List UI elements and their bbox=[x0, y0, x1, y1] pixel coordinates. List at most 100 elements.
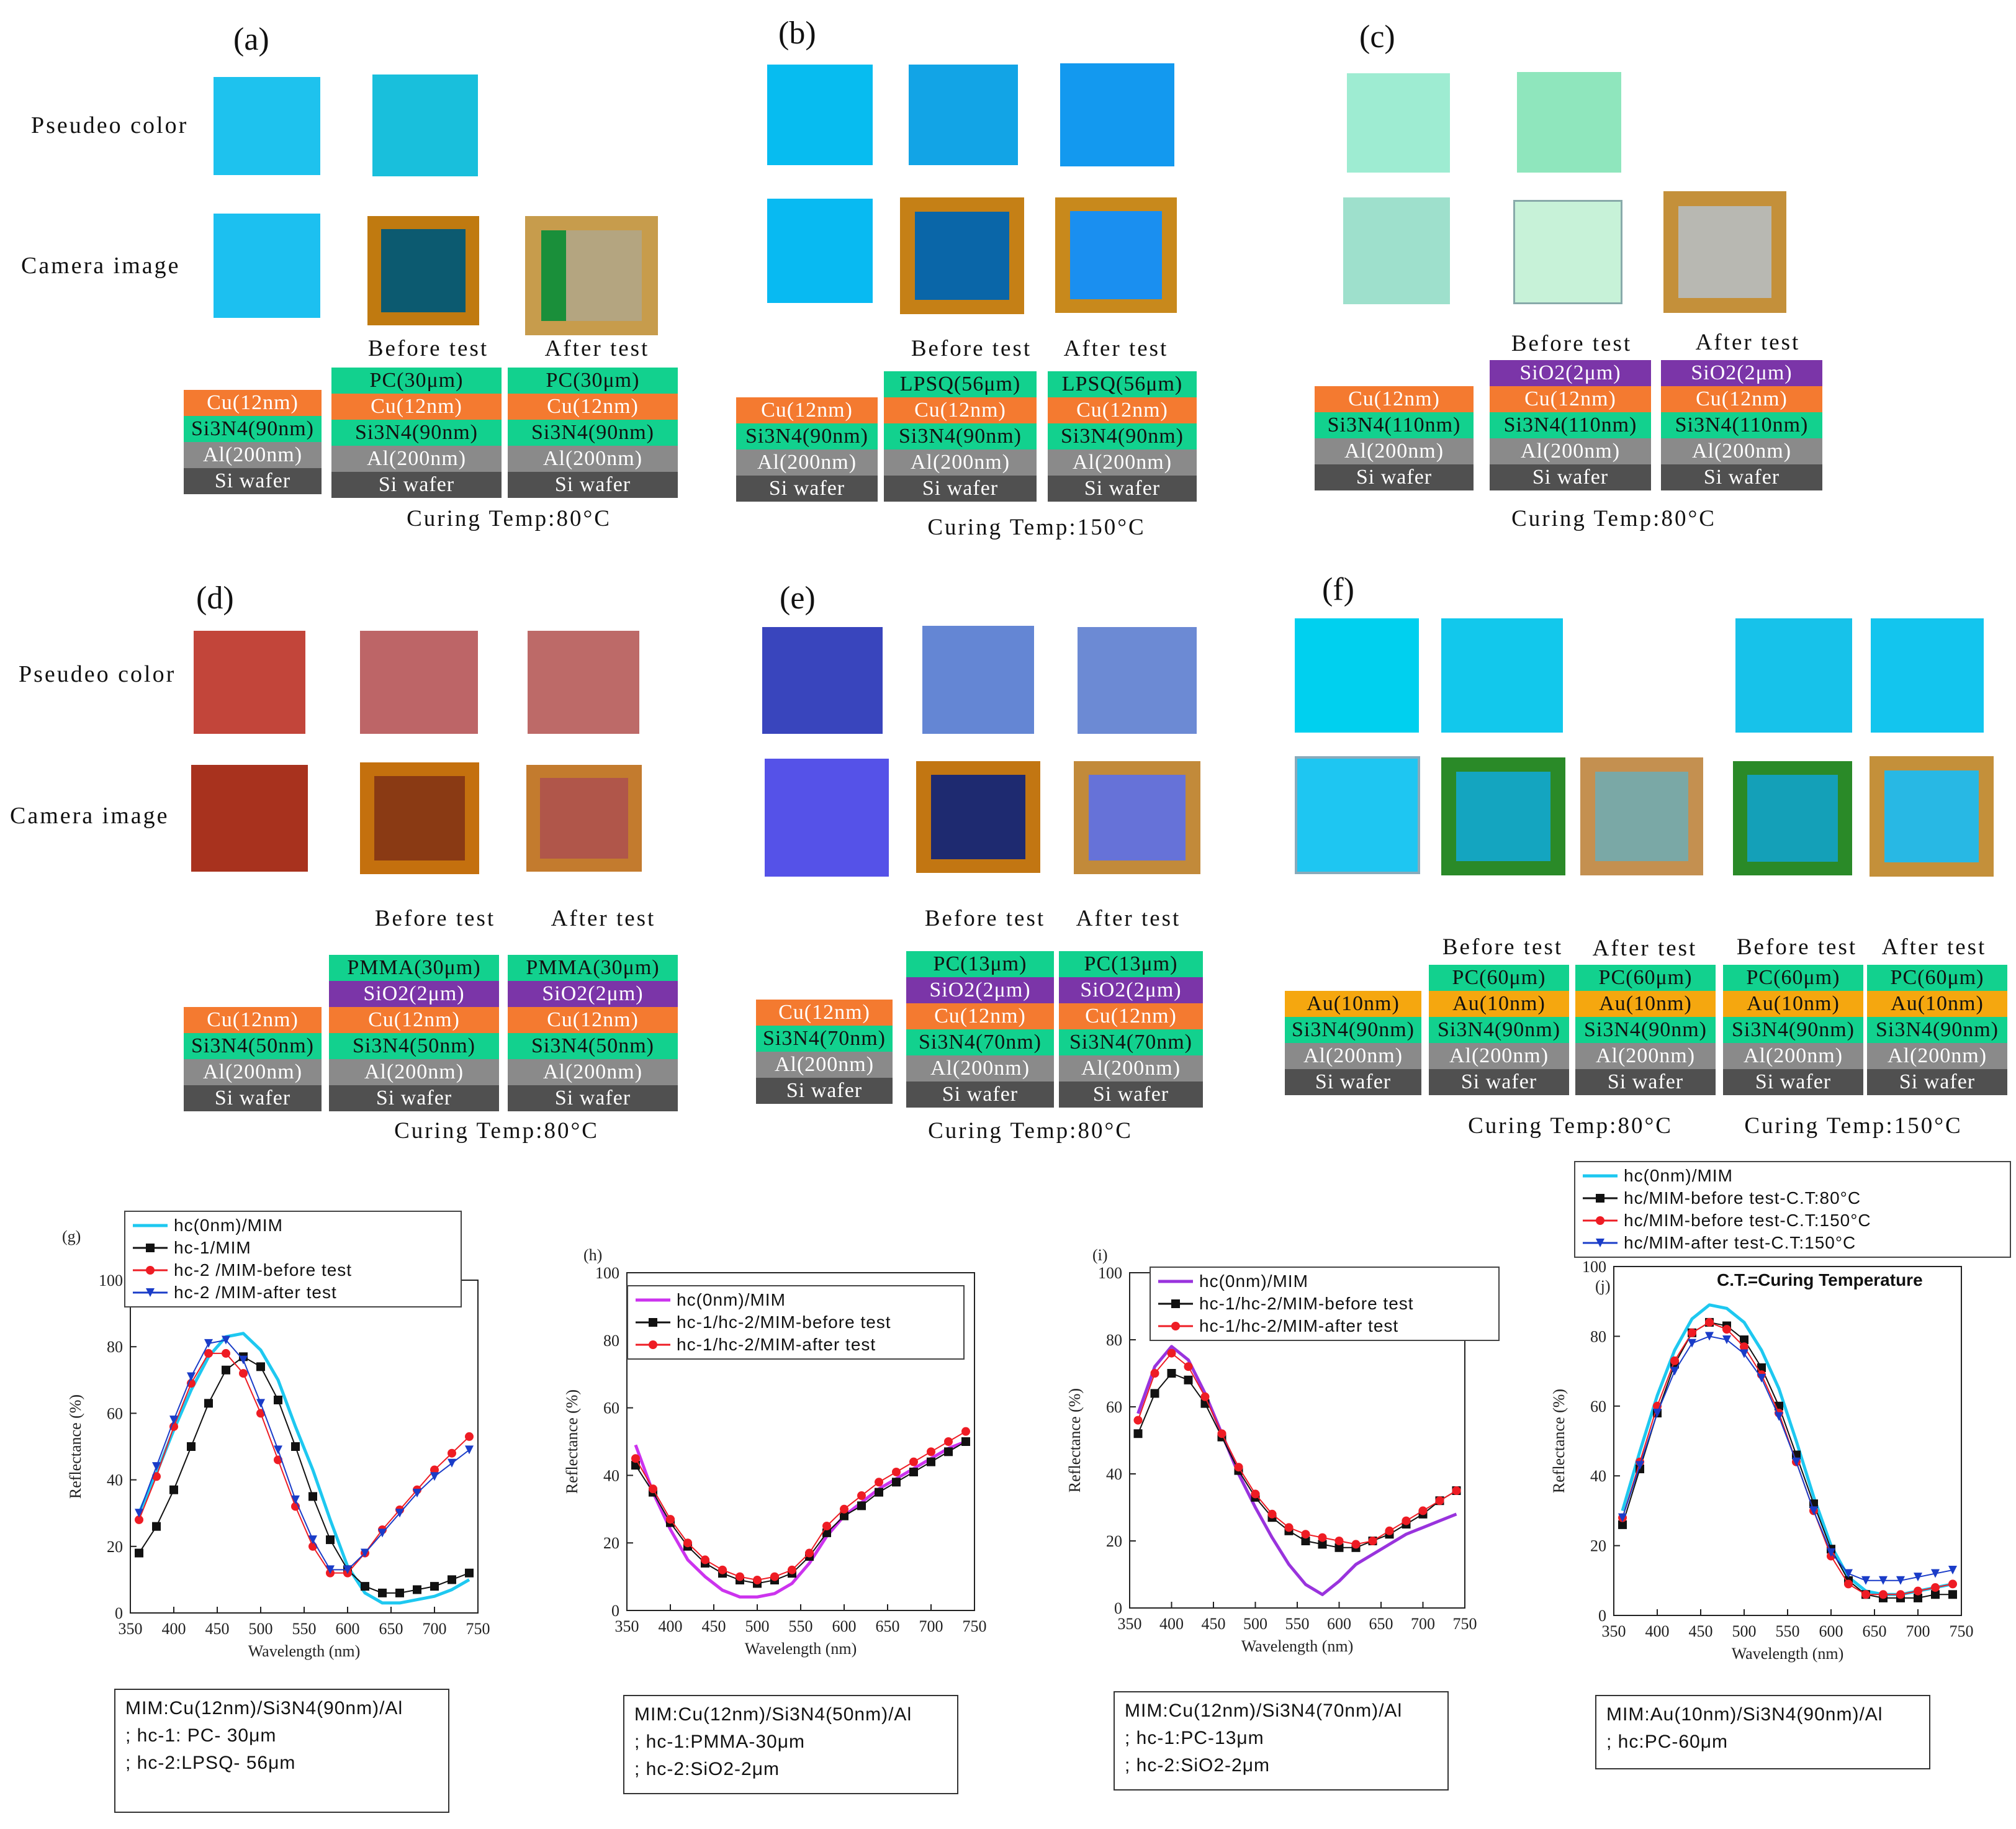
data-point-circle bbox=[875, 1478, 883, 1487]
data-point-triangle bbox=[274, 1445, 282, 1455]
camera-image-f1 bbox=[1295, 756, 1420, 874]
data-point-square bbox=[1167, 1369, 1176, 1378]
layer-stack-b3: LPSQ(56μm) Cu(12nm) Si3N4(90nm) Al(200nm… bbox=[1048, 371, 1197, 502]
row-label-camera-d: Camera image bbox=[10, 803, 169, 829]
layer: SiO2(2μm) bbox=[1059, 977, 1203, 1003]
data-point-circle bbox=[1435, 1496, 1444, 1506]
note-line: MIM:Cu(12nm)/Si3N4(70nm)/Al bbox=[1125, 1700, 1403, 1721]
data-point-square bbox=[840, 1511, 848, 1520]
legend-entry: hc-2 /MIM-before test bbox=[132, 1259, 454, 1281]
camera-image-e2 bbox=[916, 761, 1040, 873]
data-point-square bbox=[465, 1568, 474, 1578]
pseudo-swatch-f2 bbox=[1441, 618, 1563, 733]
pseudo-swatch-d3 bbox=[528, 631, 639, 734]
x-tick-label: 700 bbox=[423, 1620, 447, 1638]
x-tick-label: 600 bbox=[1327, 1615, 1351, 1633]
pseudo-swatch-f1 bbox=[1295, 618, 1419, 733]
legend-label: hc/MIM-before test-C.T:80°C bbox=[1624, 1188, 1861, 1208]
data-point-square bbox=[448, 1575, 456, 1584]
x-tick-label: 750 bbox=[1453, 1615, 1477, 1633]
note-line: ; hc-1:PMMA-30μm bbox=[634, 1732, 805, 1752]
layer: Si3N4(90nm) bbox=[1867, 1017, 2007, 1043]
pseudo-swatch-d2 bbox=[360, 631, 478, 734]
data-point-square bbox=[187, 1442, 196, 1451]
legend-label: hc/MIM-before test-C.T:150°C bbox=[1624, 1211, 1871, 1230]
layer-stack-b2: LPSQ(56μm) Cu(12nm) Si3N4(90nm) Al(200nm… bbox=[884, 371, 1037, 502]
data-point-circle bbox=[649, 1484, 657, 1494]
data-point-square bbox=[1596, 1194, 1604, 1203]
layer-stack-e1: Cu(12nm) Si3N4(70nm) Al(200nm) Si wafer bbox=[756, 1000, 893, 1104]
layer: LPSQ(56μm) bbox=[884, 371, 1037, 397]
caption-after-f1: After test bbox=[1592, 936, 1698, 961]
data-point-triangle bbox=[1948, 1565, 1957, 1574]
y-tick-label: 100 bbox=[99, 1271, 123, 1289]
data-point-triangle bbox=[1792, 1457, 1801, 1466]
data-point-square bbox=[430, 1582, 439, 1591]
data-point-square bbox=[395, 1588, 404, 1597]
legend-label: hc-1/hc-2/MIM-before test bbox=[677, 1312, 891, 1332]
data-point-square bbox=[1184, 1375, 1193, 1384]
layer: Al(200nm) bbox=[884, 449, 1037, 476]
data-point-triangle bbox=[1757, 1373, 1766, 1383]
data-point-circle bbox=[152, 1472, 161, 1481]
layer: Si3N4(90nm) bbox=[884, 423, 1037, 449]
data-point-circle bbox=[683, 1538, 692, 1548]
data-point-circle bbox=[1267, 1509, 1277, 1519]
legend-swatch bbox=[133, 1266, 168, 1275]
data-point-circle bbox=[1217, 1429, 1226, 1438]
x-tick-label: 500 bbox=[249, 1620, 273, 1638]
layer-stack-d1: Cu(12nm) Si3N4(50nm) Al(200nm) Si wafer bbox=[184, 1007, 322, 1111]
y-tick-label: 20 bbox=[107, 1538, 123, 1556]
panel-letter: (g) bbox=[62, 1227, 81, 1245]
panel-letter-f: (f) bbox=[1322, 572, 1354, 607]
data-point-triangle bbox=[1896, 1576, 1905, 1585]
data-point-circle bbox=[1184, 1362, 1193, 1371]
layer-stack-a3: PC(30μm) Cu(12nm) Si3N4(90nm) Al(200nm) … bbox=[508, 368, 678, 498]
caption-before-d: Before test bbox=[374, 906, 496, 931]
layer: Cu(12nm) bbox=[331, 394, 502, 420]
x-tick-label: 500 bbox=[1243, 1615, 1267, 1633]
layer: Al(200nm) bbox=[508, 446, 678, 472]
layer-stack-f5: PC(60μm) Au(10nm) Si3N4(90nm) Al(200nm) … bbox=[1867, 965, 2007, 1095]
data-point-triangle bbox=[1914, 1573, 1922, 1582]
pseudo-swatch-a1 bbox=[214, 77, 320, 175]
y-axis-label: Reflectance (%) bbox=[563, 1389, 581, 1494]
data-point-circle bbox=[1385, 1526, 1394, 1535]
layer: Al(200nm) bbox=[1575, 1043, 1716, 1069]
data-point-circle bbox=[1670, 1356, 1679, 1365]
layer: Cu(12nm) bbox=[329, 1007, 499, 1033]
data-point-circle bbox=[1931, 1583, 1940, 1592]
legend-swatch bbox=[133, 1244, 168, 1252]
y-tick-label: 40 bbox=[1590, 1467, 1606, 1485]
layer: Al(200nm) bbox=[329, 1059, 499, 1085]
layer: Si wafer bbox=[1723, 1069, 1863, 1095]
pseudo-swatch-e2 bbox=[922, 626, 1034, 734]
legend-swatch bbox=[1583, 1239, 1618, 1247]
caption-before-a: Before test bbox=[367, 336, 489, 361]
note-line: ; hc-1: PC- 30μm bbox=[125, 1725, 277, 1746]
y-tick-label: 80 bbox=[1590, 1327, 1606, 1345]
layer: Cu(12nm) bbox=[184, 390, 322, 416]
data-point-square bbox=[169, 1485, 178, 1494]
data-point-circle bbox=[1879, 1590, 1888, 1599]
data-point-triangle bbox=[361, 1548, 369, 1558]
data-point-triangle bbox=[204, 1339, 213, 1348]
legend-swatch bbox=[1158, 1280, 1193, 1283]
legend-label: hc(0nm)/MIM bbox=[1199, 1271, 1308, 1291]
data-point-circle bbox=[1722, 1325, 1731, 1334]
curing-temp-d: Curing Temp:80°C bbox=[394, 1118, 599, 1144]
camera-image-f3 bbox=[1580, 757, 1703, 875]
data-point-circle bbox=[135, 1515, 143, 1524]
layer-stack-c2: SiO2(2μm) Cu(12nm) Si3N4(110nm) Al(200nm… bbox=[1490, 360, 1651, 490]
layer: PMMA(30μm) bbox=[508, 955, 678, 981]
x-axis-label: Wavelength (nm) bbox=[1732, 1645, 1844, 1663]
data-point-circle bbox=[1251, 1489, 1260, 1499]
legend-swatch bbox=[1158, 1299, 1193, 1308]
data-point-triangle bbox=[187, 1372, 196, 1381]
x-tick-label: 550 bbox=[789, 1617, 813, 1635]
data-point-circle bbox=[239, 1369, 248, 1378]
data-point-square bbox=[944, 1447, 953, 1456]
camera-image-f2 bbox=[1441, 757, 1565, 875]
y-tick-label: 60 bbox=[107, 1404, 123, 1422]
panel-letter-c: (c) bbox=[1359, 19, 1395, 55]
